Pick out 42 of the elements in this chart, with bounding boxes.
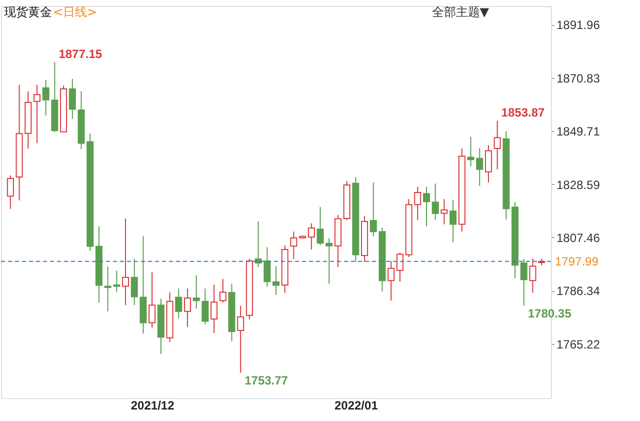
candlestick (148, 272, 156, 328)
candlestick (202, 288, 209, 325)
candlestick (237, 305, 244, 374)
candlestick (388, 260, 395, 302)
candlestick (396, 252, 404, 282)
candlestick (6, 174, 14, 210)
annotation: 1877.15 (58, 47, 102, 62)
y-tick-label: 1849.71 (556, 124, 600, 139)
x-tick-label: 2021/12 (130, 398, 175, 412)
chart-title: 现货黄金 (4, 5, 52, 19)
annotation: 1780.35 (528, 306, 572, 321)
candlestick (68, 78, 76, 120)
y-tick-label: 1807.46 (556, 230, 600, 245)
y-tick-label: 1870.83 (556, 71, 600, 86)
chart-subtitle: <日线> (53, 5, 98, 19)
candlestick (308, 222, 315, 250)
annotation: 1853.87 (501, 106, 546, 120)
y-tick-label: 1765.22 (556, 337, 600, 352)
annotation: 1753.77 (244, 374, 288, 388)
candlestick (33, 84, 40, 144)
candlestick (290, 231, 298, 260)
y-tick-label: 1786.34 (556, 284, 600, 298)
candlestick (529, 258, 536, 294)
y-tick-label: 1891.96 (556, 18, 600, 32)
candlestick (450, 200, 457, 243)
candlestick (520, 258, 528, 306)
annotation: 全部主题▼ (432, 5, 490, 19)
candlestick (184, 288, 191, 328)
ref-line-label: 1797.99 (555, 254, 599, 268)
candlestick (432, 182, 439, 220)
x-tick-label: 2022/01 (334, 398, 378, 412)
candlestick (122, 218, 130, 306)
y-tick-label: 1828.59 (556, 178, 600, 192)
candlestick (210, 284, 218, 334)
candlestick (272, 266, 280, 296)
candlestick (440, 198, 448, 225)
candlestick (192, 274, 200, 310)
candlestick (484, 144, 492, 183)
candlestick (422, 186, 430, 227)
candlestick (175, 288, 182, 319)
candlestick (219, 278, 226, 304)
candlestick (494, 120, 501, 170)
